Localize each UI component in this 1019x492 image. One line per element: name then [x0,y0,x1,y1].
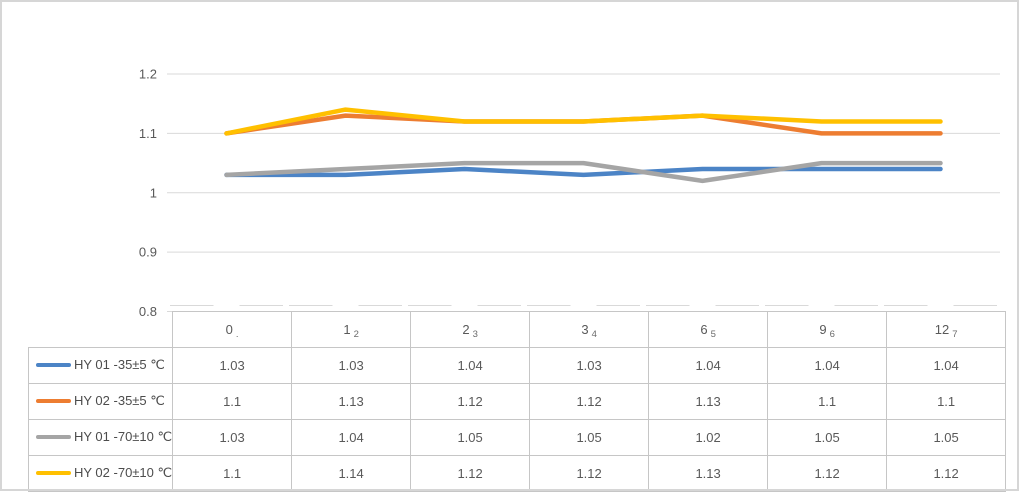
x-axis-header-row: 0. 1 2 2 3 3 4 6 5 9 6 12 7 [29,311,1007,348]
value-cell: 1.1 [767,382,888,420]
y-axis-tick-label: 0.9 [139,245,157,260]
table-row: HY 01 -35±5 ℃ 1.03 1.03 1.04 1.03 1.04 1.04 1.0… [27,346,1007,384]
value-cell: 1.05 [767,418,888,456]
series-name-label: HY 02 -70±10 ℃ [74,465,173,480]
legend-swatch [36,434,71,439]
value-cell: 1.05 [886,418,1007,456]
x-axis-sub-label: 6 [829,328,835,340]
value-cell: 1.12 [410,382,531,420]
value-cell: 1.13 [648,454,769,492]
y-axis-tick-label: 1.1 [139,126,157,141]
series-line-2 [224,160,943,184]
x-axis-label: 1 [343,321,351,337]
x-axis-sub-label: 7 [952,328,958,340]
value-cell: 1.03 [172,346,293,384]
x-axis-sub-label: . [235,328,239,340]
value-cell: 1.14 [291,454,412,492]
legend-swatch [36,398,71,403]
value-cell: 1.05 [410,418,531,456]
value-cell: 1.1 [886,382,1007,420]
value-cell: 1.12 [886,454,1007,492]
x-axis-label: 3 [581,321,589,337]
table-row: HY 02 -70±10 ℃ 1.1 1.14 1.12 1.12 1.13 1.12 1.1… [27,454,1007,492]
series-name-label: HY 01 -70±10 ℃ [74,429,173,444]
series-name-label: HY 01 -35±5 ℃ [74,357,165,372]
value-cell: 1.13 [648,382,769,420]
y-axis-tick-label: 1.2 [139,67,157,82]
series-line-1 [224,113,943,136]
table-row: HY 02 -35±5 ℃ 1.1 1.13 1.12 1.12 1.13 1.1 1.1 [27,382,1007,420]
legend-swatch [36,362,71,367]
value-cell: 1.1 [172,382,293,420]
y-axis-tick-label: 0.8 [139,304,157,319]
x-axis-label: 12 [934,321,950,337]
table-row: HY 01 -70±10 ℃ 1.03 1.04 1.05 1.05 1.02 1.05 1.… [27,418,1007,456]
series-line-3 [224,107,943,136]
value-cell: 1.04 [767,346,888,384]
x-axis-label-cell: 0. [172,311,293,348]
value-cell: 1.13 [291,382,412,420]
value-cell: 1.03 [172,418,293,456]
value-cell: 1.12 [767,454,888,492]
x-axis-sub-label: 4 [591,328,597,340]
value-cell: 1.12 [529,382,650,420]
legend-cell: HY 02 -70±10 ℃ [27,454,174,492]
x-axis-label: 6 [700,321,708,337]
x-axis-sub-label: 5 [710,328,716,340]
x-axis-label-cell: 12 7 [886,311,1007,348]
value-cell: 1.04 [648,346,769,384]
value-cell: 1.04 [886,346,1007,384]
legend-cell: HY 02 -35±5 ℃ [27,382,174,420]
value-cell: 1.1 [172,454,293,492]
x-axis-sub-label: 2 [353,328,359,340]
value-cell: 1.05 [529,418,650,456]
x-axis-sub-label: 3 [472,328,478,340]
value-cell: 1.03 [529,346,650,384]
value-cell: 1.12 [529,454,650,492]
legend-swatch [36,470,71,475]
table-corner-cell [29,312,173,348]
x-axis-label: 2 [462,321,470,337]
value-cell: 1.04 [410,346,531,384]
series-name-label: HY 02 -35±5 ℃ [74,393,165,408]
value-cell: 1.04 [291,418,412,456]
chart-data-table: 0. 1 2 2 3 3 4 6 5 9 6 12 7 HY 01 -35±5 ℃ 1.03 1.03 1.04… [27,311,1007,492]
y-axis-tick-label: 1 [150,185,157,200]
x-axis-label: 0 [225,321,233,337]
legend-cell: HY 01 -35±5 ℃ [27,346,174,384]
value-cell: 1.02 [648,418,769,456]
legend-cell: HY 01 -70±10 ℃ [27,418,174,456]
value-cell: 1.12 [410,454,531,492]
x-axis-label: 9 [819,321,827,337]
series-line-0 [224,166,943,178]
value-cell: 1.03 [291,346,412,384]
